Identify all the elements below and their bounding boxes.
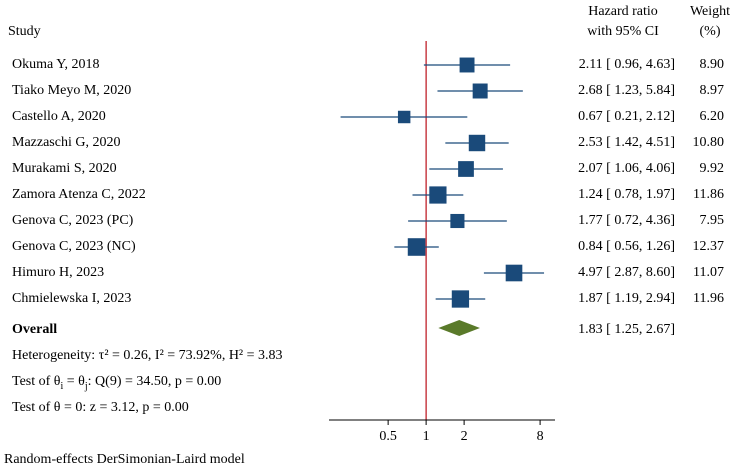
study-weight-text: 9.92: [699, 161, 725, 176]
overall-label: Overall: [12, 322, 58, 337]
study-name: Zamora Atenza C, 2022: [12, 187, 146, 202]
study-weight-text: 6.20: [699, 109, 725, 124]
study-weight-text: 11.07: [693, 265, 724, 280]
study-marker: [407, 238, 426, 256]
test-theta-prefix: Test of θ: [12, 374, 61, 389]
study-weight-text: 7.95: [699, 213, 725, 228]
study-name: Tiako Meyo M, 2020: [12, 83, 132, 98]
study-weight-text: 10.80: [692, 135, 725, 150]
study-marker: [459, 57, 475, 73]
x-axis-tick-label: 2: [461, 429, 468, 444]
study-ci-text: 1.24 [ 0.78, 1.97]: [578, 187, 675, 202]
study-marker: [468, 134, 486, 152]
header-effect-line1: Hazard ratio: [588, 4, 658, 19]
study-name: Chmielewska I, 2023: [12, 291, 132, 306]
study-weight-text: 11.96: [693, 291, 724, 306]
test-theta-suffix: : Q(9) = 34.50, p = 0.00: [87, 374, 222, 389]
study-name: Okuma Y, 2018: [12, 57, 100, 72]
header-weight-line1: Weight: [689, 4, 731, 19]
study-ci-text: 4.97 [ 2.87, 8.60]: [578, 265, 675, 280]
study-weight-text: 8.97: [699, 83, 725, 98]
study-ci-text: 2.07 [ 1.06, 4.06]: [578, 161, 675, 176]
study-marker: [472, 83, 488, 99]
study-ci-text: 2.68 [ 1.23, 5.84]: [578, 83, 675, 98]
study-name: Castello A, 2020: [12, 109, 106, 124]
study-ci-text: 2.53 [ 1.42, 4.51]: [578, 135, 675, 150]
study-marker: [458, 161, 474, 177]
study-marker: [450, 213, 465, 229]
study-marker: [505, 264, 523, 282]
header-weight-line2: (%): [699, 24, 721, 39]
test-theta-middle: = θ: [63, 374, 85, 389]
study-name: Himuro H, 2023: [12, 265, 105, 280]
study-ci-text: 1.77 [ 0.72, 4.36]: [578, 213, 675, 228]
header-effect-line2: with 95% CI: [587, 24, 659, 39]
model-note: Random-effects DerSimonian-Laird model: [4, 452, 245, 467]
header-study: Study: [8, 24, 41, 39]
test-theta-sub-i: i: [60, 380, 64, 392]
study-name: Mazzaschi G, 2020: [12, 135, 121, 150]
study-ci-text: 0.67 [ 0.21, 2.12]: [578, 109, 675, 124]
study-name: Genova C, 2023 (NC): [12, 239, 136, 254]
study-name: Genova C, 2023 (PC): [12, 213, 134, 228]
test-theta-equal: Test of θi = θj: Q(9) = 34.50, p = 0.00: [12, 374, 221, 395]
x-axis-tick-label: 1: [423, 429, 430, 444]
study-ci-text: 2.11 [ 0.96, 4.63]: [578, 57, 675, 72]
study-name: Murakami S, 2020: [12, 161, 117, 176]
study-weight-text: 11.86: [693, 187, 724, 202]
study-marker: [451, 290, 470, 308]
study-marker: [429, 186, 447, 204]
heterogeneity-text: Heterogeneity: τ² = 0.26, I² = 73.92%, H…: [12, 348, 283, 363]
overall-diamond: [438, 320, 480, 336]
overall-ci-text: 1.83 [ 1.25, 2.67]: [578, 322, 675, 337]
x-axis-tick-label: 8: [537, 429, 544, 444]
study-weight-text: 12.37: [692, 239, 725, 254]
x-axis-tick-label: 0.5: [379, 429, 397, 444]
study-weight-text: 8.90: [699, 57, 725, 72]
test-theta-zero: Test of θ = 0: z = 3.12, p = 0.00: [12, 400, 189, 415]
study-ci-text: 0.84 [ 0.56, 1.26]: [578, 239, 675, 254]
test-theta-sub-j: j: [84, 380, 88, 392]
study-marker: [397, 110, 411, 124]
study-ci-text: 1.87 [ 1.19, 2.94]: [578, 291, 675, 306]
